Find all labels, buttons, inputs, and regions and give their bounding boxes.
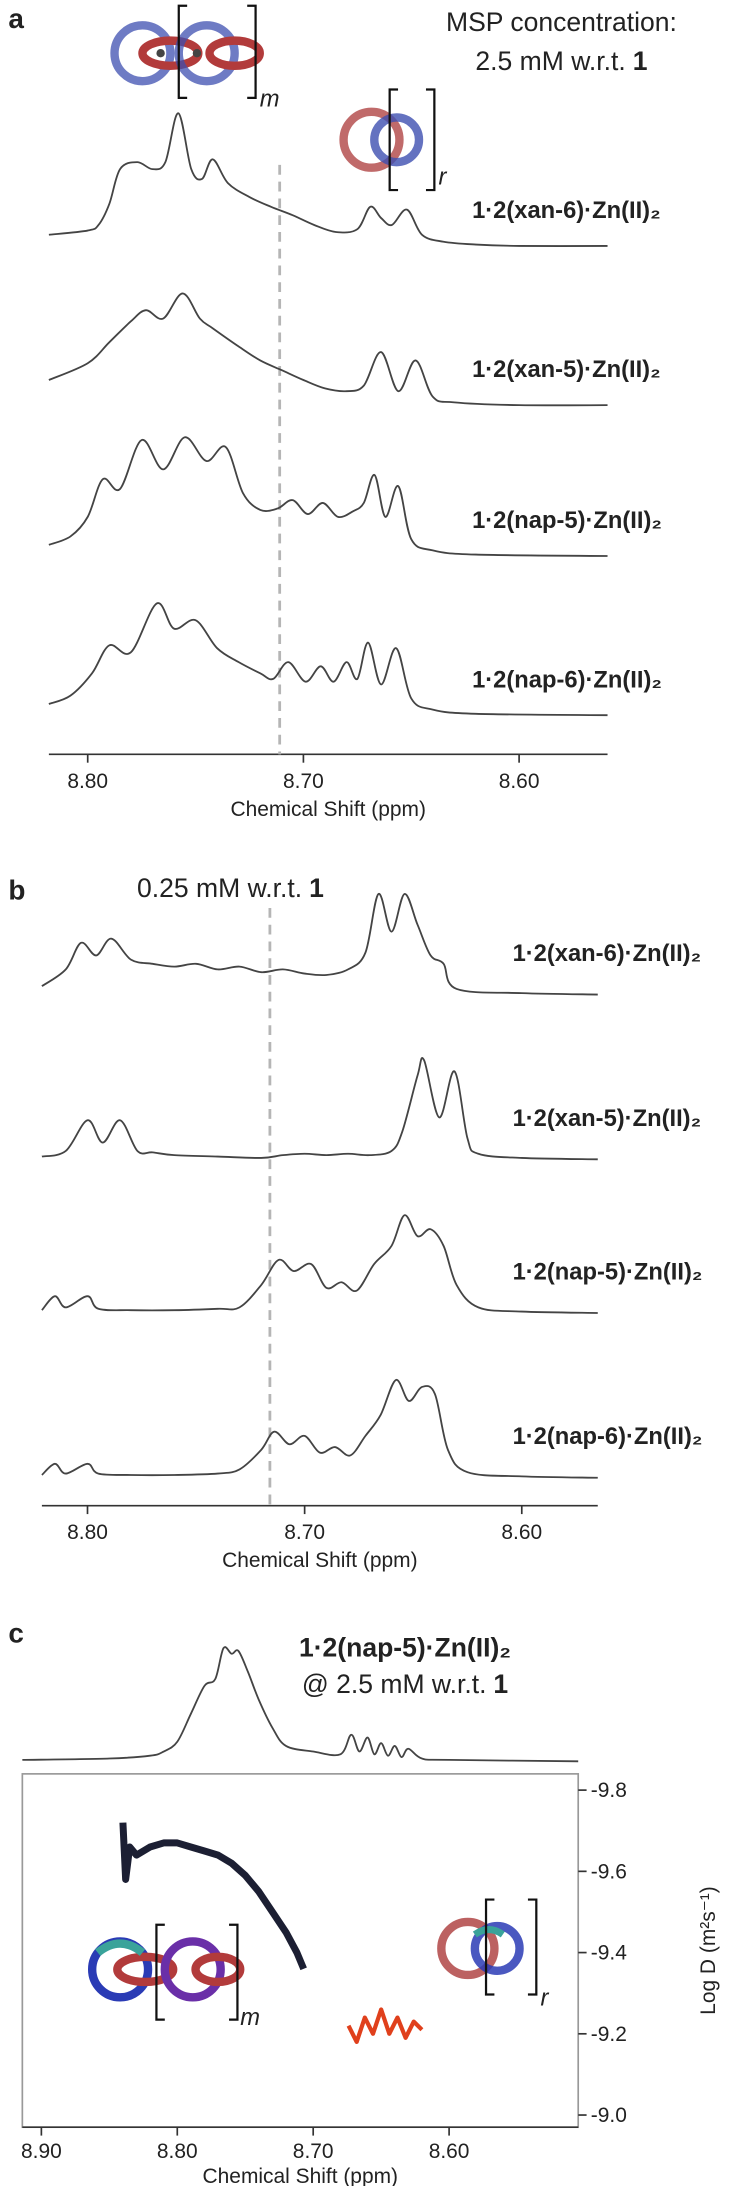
x-tick-label: 8.60: [501, 1521, 542, 1544]
metal: [192, 49, 202, 58]
x-tick-label: 8.60: [429, 2140, 470, 2163]
ring: [472, 1926, 505, 1938]
ring: [370, 113, 424, 167]
spectrum: [41, 1379, 598, 1479]
annotation-text: 0.25 mM w.r.t.: [137, 873, 302, 903]
spectrum: [41, 893, 598, 996]
ring: [339, 107, 404, 172]
metal: [156, 49, 165, 58]
panel-letter: b: [8, 875, 25, 906]
y-tick-label: -9.0: [591, 2104, 627, 2127]
x-tick-label: 8.70: [284, 1521, 325, 1544]
y-tick-label: -9.6: [591, 1860, 627, 1883]
x-tick-label: 8.70: [283, 770, 324, 793]
y-axis-title: Log D (m²s⁻¹): [697, 1886, 720, 2015]
cartoon-linear: m: [87, 1923, 260, 2031]
ring: [113, 1952, 178, 1987]
spectrum-label: 1·2(nap-6)·Zn(II)₂: [513, 1424, 703, 1450]
spectrum-label: 1·2(xan-6)·Zn(II)₂: [472, 198, 661, 224]
annotation: 2.5 mM w.r.t. 1: [475, 46, 647, 76]
spectrum: [41, 1214, 598, 1314]
bracket: [247, 4, 257, 100]
panel-letter: a: [8, 3, 24, 34]
annotation: 0.25 mM w.r.t. 1: [137, 873, 324, 903]
x-axis-title: Chemical Shift (ppm): [203, 2165, 398, 2186]
repeat-label: r: [439, 164, 448, 190]
spectrum-label: 1·2(xan-5)·Zn(II)₂: [513, 1106, 702, 1132]
x-axis-title: Chemical Shift (ppm): [230, 798, 425, 821]
bracket: [177, 4, 188, 100]
ring: [191, 1952, 245, 1987]
projection-spectrum: [22, 1646, 579, 1763]
x-tick-label: 8.70: [293, 2140, 334, 2163]
x-axis-title: Chemical Shift (ppm): [222, 1549, 417, 1572]
spectrum: [48, 436, 608, 557]
subtitle-text: @ 2.5 mM w.r.t.: [302, 1669, 487, 1699]
subtitle-bold: 1: [493, 1669, 508, 1699]
annotation-bold: 1: [633, 46, 648, 76]
panel-letter: c: [8, 1618, 24, 1649]
x-tick-label: 8.80: [157, 2140, 198, 2163]
ring: [437, 1917, 499, 1980]
repeat-label: m: [240, 2005, 260, 2031]
spectrum: [41, 1057, 598, 1161]
spectrum-label: 1·2(xan-5)·Zn(II)₂: [472, 357, 661, 383]
spectrum-label: 1·2(nap-5)·Zn(II)₂: [472, 508, 662, 534]
ring: [110, 21, 175, 86]
x-tick-label: 8.80: [67, 770, 108, 793]
dosy-trace: [119, 1822, 307, 1971]
y-tick-label: -9.4: [591, 1942, 627, 1965]
annotation-text: 2.5 mM w.r.t.: [475, 46, 625, 76]
repeat-label: m: [260, 86, 280, 112]
x-tick-label: 8.60: [499, 770, 540, 793]
spectrum-label: 1·2(xan-6)·Zn(II)₂: [513, 941, 702, 967]
annotation: MSP concentration:: [446, 7, 677, 37]
panel-subtitle: @ 2.5 mM w.r.t. 1: [302, 1669, 509, 1699]
y-tick-label: -9.2: [591, 2023, 627, 2046]
spectrum: [48, 292, 608, 407]
spectrum-label: 1·2(nap-6)·Zn(II)₂: [472, 667, 662, 693]
x-tick-label: 8.80: [67, 1521, 108, 1544]
bracket: [388, 88, 399, 192]
bracket: [425, 88, 436, 192]
ring: [160, 1937, 225, 2002]
bracket: [229, 1923, 239, 2021]
spectrum: [48, 112, 608, 247]
ring: [470, 1921, 524, 1975]
y-tick-label: -9.8: [591, 1779, 627, 1802]
bracket: [484, 1898, 495, 1996]
x-tick-label: 8.90: [21, 2140, 62, 2163]
bracket: [527, 1898, 538, 1996]
annotation-bold: 1: [309, 873, 324, 903]
spectrum-label: 1·2(nap-5)·Zn(II)₂: [513, 1259, 703, 1285]
cartoon-ring: r: [437, 1898, 550, 2012]
cartoon-linear: m: [110, 4, 280, 112]
spectrum: [48, 602, 608, 717]
dosy-trace: [346, 2007, 424, 2045]
bracket: [155, 1923, 165, 2021]
cartoon-ring: r: [339, 88, 448, 192]
ring: [95, 1939, 146, 1957]
panel-title: 1·2(nap-5)·Zn(II)₂: [299, 1633, 511, 1663]
repeat-label: r: [541, 1986, 550, 2012]
ring: [205, 36, 264, 70]
